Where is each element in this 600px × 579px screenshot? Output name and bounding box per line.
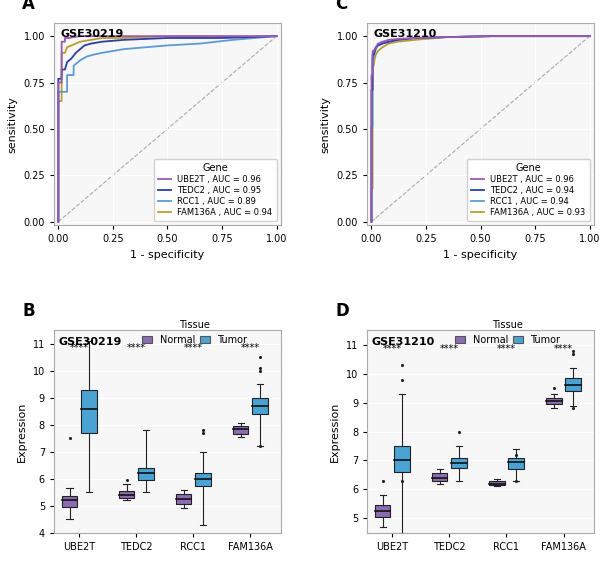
Bar [489,481,505,485]
Text: ****: **** [554,344,573,354]
Bar [432,474,448,481]
Legend: UBE2T , AUC = 0.96, TEDC2 , AUC = 0.95, RCC1 , AUC = 0.89, FAM136A , AUC = 0.94: UBE2T , AUC = 0.96, TEDC2 , AUC = 0.95, … [154,159,277,221]
Bar [138,468,154,480]
Y-axis label: sensitivity: sensitivity [321,96,331,153]
Bar [565,378,581,391]
Bar [394,446,410,472]
Y-axis label: Expression: Expression [17,401,27,462]
Text: A: A [22,0,35,13]
Text: D: D [335,302,349,320]
Bar [176,493,191,504]
Bar [253,398,268,414]
Bar [196,474,211,486]
Text: ****: **** [241,343,260,353]
Text: ****: **** [440,344,459,354]
Text: C: C [335,0,347,13]
Bar [81,390,97,433]
Text: ****: **** [497,344,516,354]
Text: GSE31210: GSE31210 [374,29,437,39]
Text: ****: **** [127,343,146,353]
X-axis label: 1 - specificity: 1 - specificity [130,250,205,260]
Text: ****: **** [70,343,89,353]
Text: B: B [22,302,35,320]
Text: GSE30219: GSE30219 [61,29,124,39]
Legend: Normal, Tumor: Normal, Tumor [139,317,250,348]
Text: GSE30219: GSE30219 [59,336,122,347]
Legend: Normal, Tumor: Normal, Tumor [452,317,563,348]
Legend: UBE2T , AUC = 0.96, TEDC2 , AUC = 0.94, RCC1 , AUC = 0.94, FAM136A , AUC = 0.93: UBE2T , AUC = 0.96, TEDC2 , AUC = 0.94, … [467,159,590,221]
Bar [119,491,134,497]
Text: ****: **** [184,343,203,353]
Y-axis label: sensitivity: sensitivity [8,96,18,153]
Y-axis label: Expression: Expression [330,401,340,462]
Bar [375,505,391,517]
Bar [546,398,562,404]
Bar [451,457,467,468]
Text: GSE31210: GSE31210 [371,336,435,347]
Bar [62,496,77,507]
Bar [508,457,524,469]
Text: ****: **** [383,344,402,354]
Bar [233,426,248,434]
X-axis label: 1 - specificity: 1 - specificity [443,250,518,260]
